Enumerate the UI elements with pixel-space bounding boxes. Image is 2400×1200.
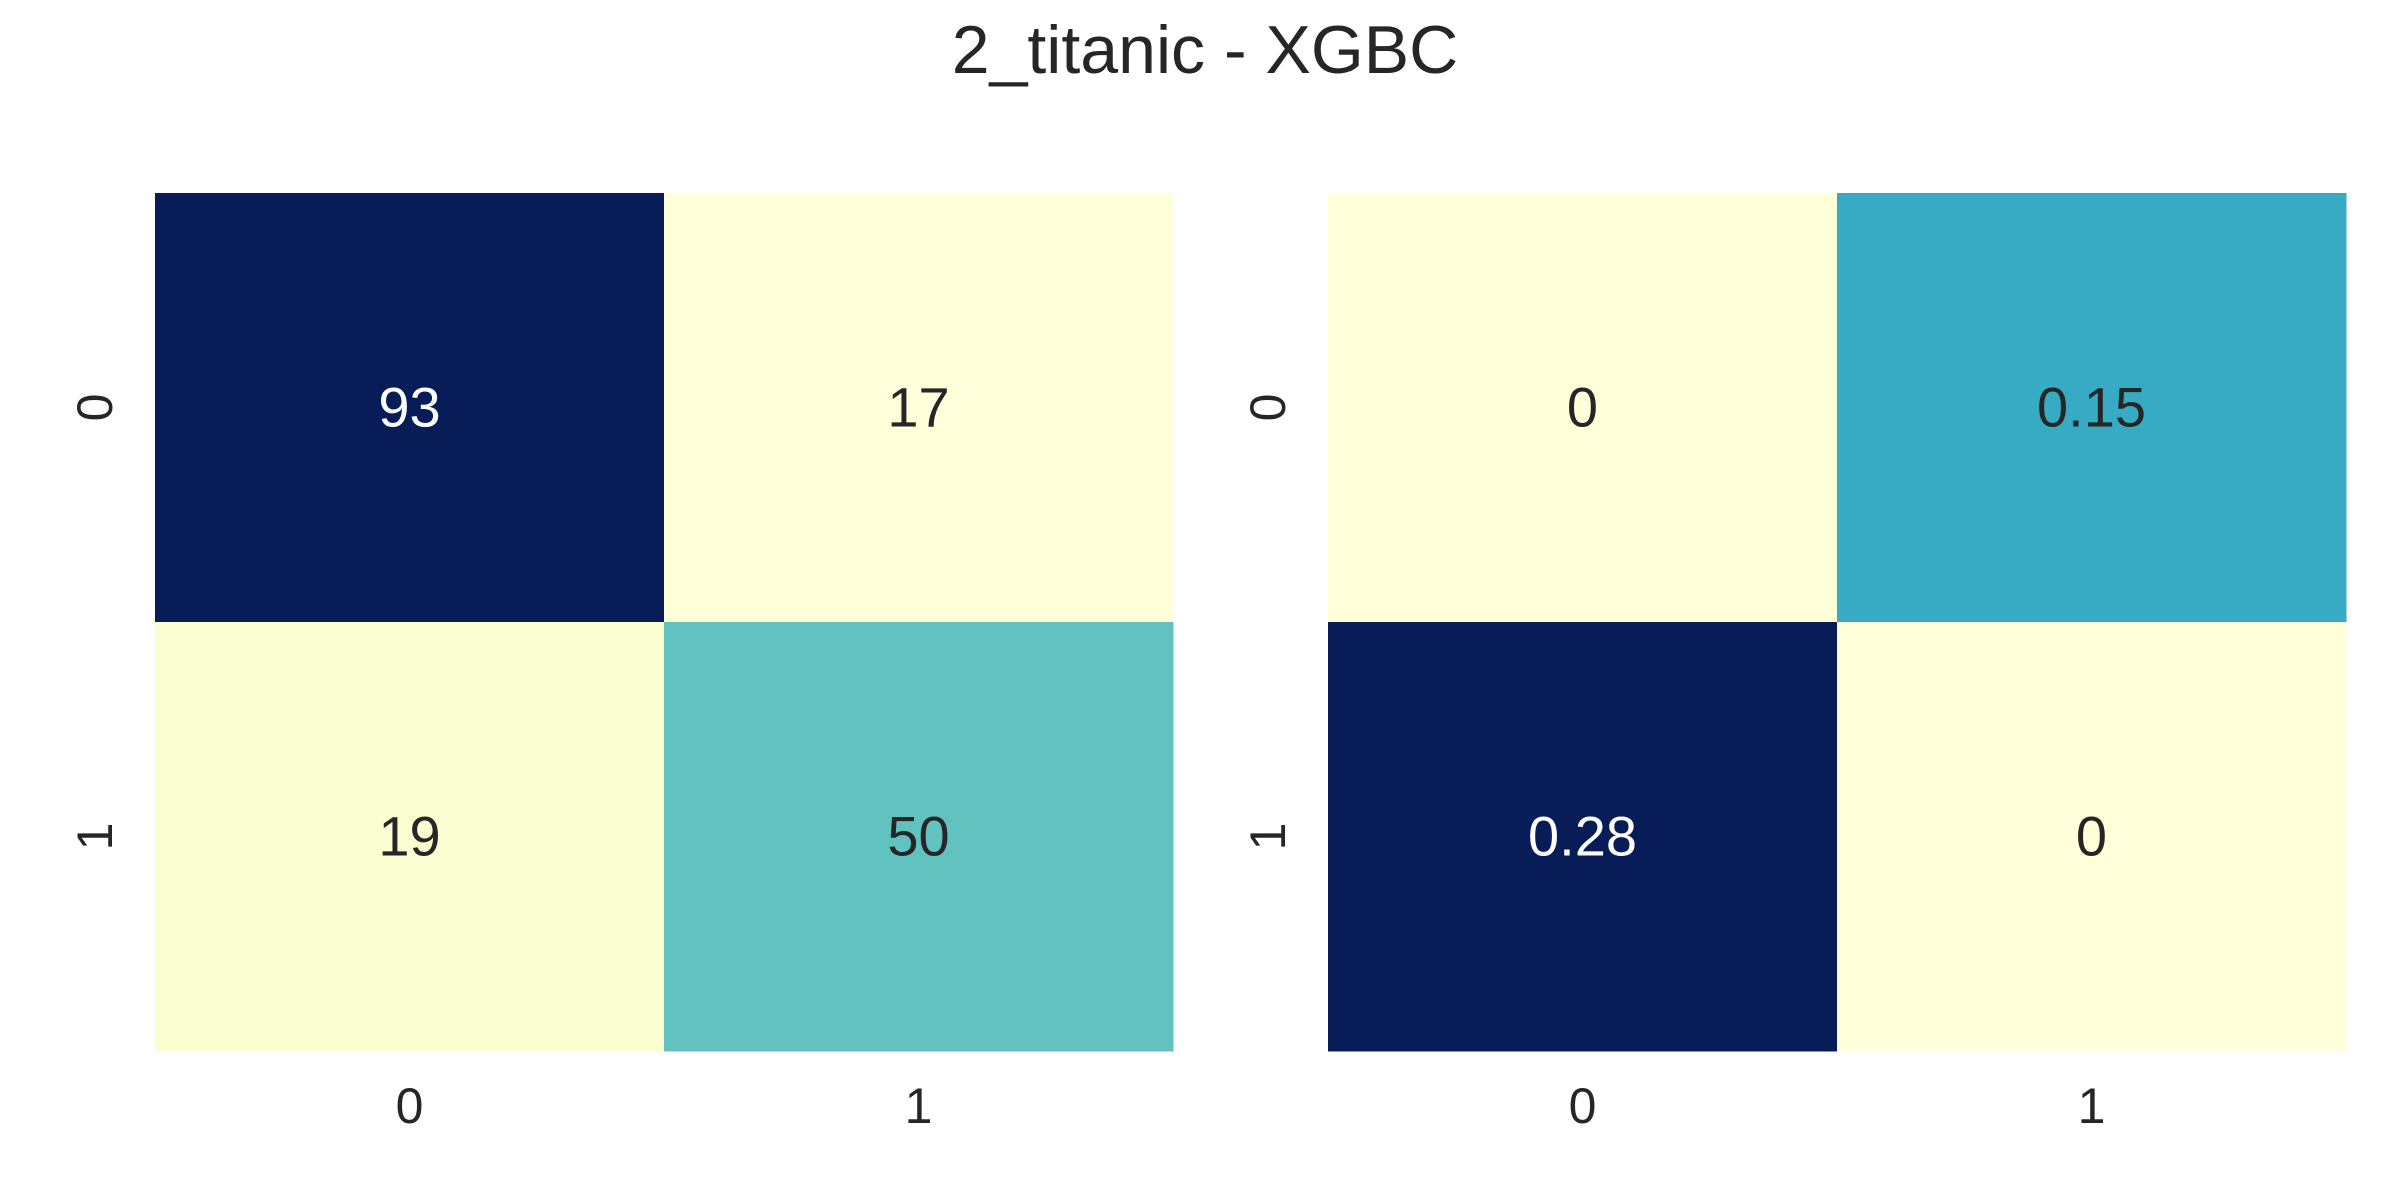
y-tick-label: 0 [67,394,123,422]
cell-annotation: 93 [378,376,440,439]
heatmap-cell [1837,193,2347,623]
heatmap-cell [1328,193,1838,623]
cell-annotation: 0 [1567,376,1598,439]
heatmap-cell [155,622,665,1052]
cell-annotation: 0 [2076,805,2107,868]
heatmap-normalized: 0 0.15 0.28 0 0 1 0 1 [1240,193,2347,1134]
cell-annotation: 0.15 [2037,376,2146,439]
y-tick-label: 1 [67,823,123,851]
cell-annotation: 50 [887,805,949,868]
heatmap-cell [1837,622,2347,1052]
cell-annotation: 19 [378,805,440,868]
y-tick-label: 0 [1240,394,1296,422]
heatmap-cell [664,193,1174,623]
heatmap-cell [1328,622,1838,1052]
x-tick-label: 0 [1569,1078,1597,1134]
heatmap-counts: 93 17 19 50 0 1 0 1 [67,193,1174,1134]
heatmap-cell [664,622,1174,1052]
x-tick-label: 1 [2078,1078,2106,1134]
figure-title: 2_titanic - XGBC [952,12,1458,88]
x-tick-label: 0 [396,1078,424,1134]
heatmap-cell [155,193,665,623]
x-tick-label: 1 [905,1078,933,1134]
cell-annotation: 17 [887,376,949,439]
cell-annotation: 0.28 [1528,805,1637,868]
y-tick-label: 1 [1240,823,1296,851]
